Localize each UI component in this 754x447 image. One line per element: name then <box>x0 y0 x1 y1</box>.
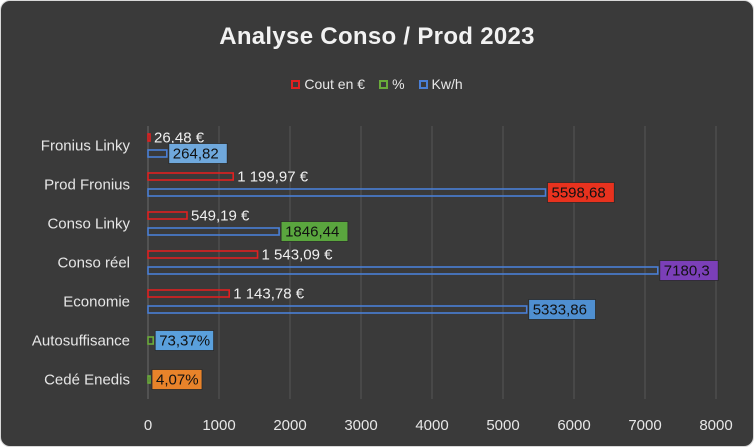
chart-title: Analyse Conso / Prod 2023 <box>219 23 535 50</box>
bar <box>147 289 231 298</box>
data-label: 4,07% <box>156 372 199 389</box>
bar <box>147 172 234 181</box>
data-label-box <box>154 330 215 351</box>
category-label: Prod Fronius <box>44 177 130 194</box>
data-label: 1846,44 <box>285 224 339 241</box>
bar <box>147 227 280 236</box>
bar <box>147 266 659 275</box>
legend: Cout en €% Kw/h <box>1 76 753 92</box>
data-label: 73,37% <box>159 333 210 350</box>
legend-item: Kw/h <box>418 76 463 92</box>
category-label: Cedé Enedis <box>44 372 130 389</box>
legend-label: Kw/h <box>431 76 463 92</box>
x-tick-label: 0 <box>144 417 152 434</box>
legend-item: Cout en € <box>291 76 365 92</box>
x-tick-label: 1000 <box>202 417 235 434</box>
data-label: 5598,68 <box>552 185 606 202</box>
bar <box>147 336 155 345</box>
x-tick-label: 7000 <box>628 417 661 434</box>
data-label-box <box>280 221 349 242</box>
data-label: 1 143,78 € <box>233 286 305 303</box>
category-label: Fronius Linky <box>41 138 131 155</box>
data-label: 7180,3 <box>664 263 710 280</box>
data-label: 264,82 <box>173 146 219 163</box>
x-tick-label: 3000 <box>344 417 377 434</box>
category-label: Conso Linky <box>47 216 130 233</box>
legend-swatch <box>291 79 301 89</box>
data-label: 26,48 € <box>154 130 205 147</box>
legend-swatch <box>418 79 428 89</box>
bar <box>147 188 547 197</box>
x-tick-label: 8000 <box>699 417 732 434</box>
data-label-box <box>151 369 203 390</box>
data-label: 549,19 € <box>191 208 250 225</box>
legend-item: % <box>379 76 405 92</box>
legend-label: Cout en € <box>304 76 366 92</box>
data-label: 1 543,09 € <box>262 247 334 264</box>
x-tick-label: 2000 <box>273 417 306 434</box>
bar <box>147 305 528 314</box>
category-label: Autosuffisance <box>32 333 130 350</box>
data-label: 5333,86 <box>533 302 587 319</box>
data-label-box <box>528 299 596 320</box>
data-label-box <box>168 143 228 164</box>
x-tick-label: 4000 <box>415 417 448 434</box>
x-tick-label: 5000 <box>486 417 519 434</box>
bar <box>147 250 259 259</box>
category-label: Conso réel <box>57 255 130 272</box>
legend-label: % <box>392 76 405 92</box>
bar <box>147 149 168 158</box>
data-label-box <box>659 260 719 281</box>
data-label: 1 199,97 € <box>237 169 309 186</box>
category-label: Economie <box>63 294 130 311</box>
bar <box>147 211 188 220</box>
data-label-box <box>547 182 615 203</box>
bar <box>147 133 151 142</box>
legend-swatch <box>379 79 389 89</box>
bar <box>147 375 151 384</box>
x-tick-label: 6000 <box>557 417 590 434</box>
